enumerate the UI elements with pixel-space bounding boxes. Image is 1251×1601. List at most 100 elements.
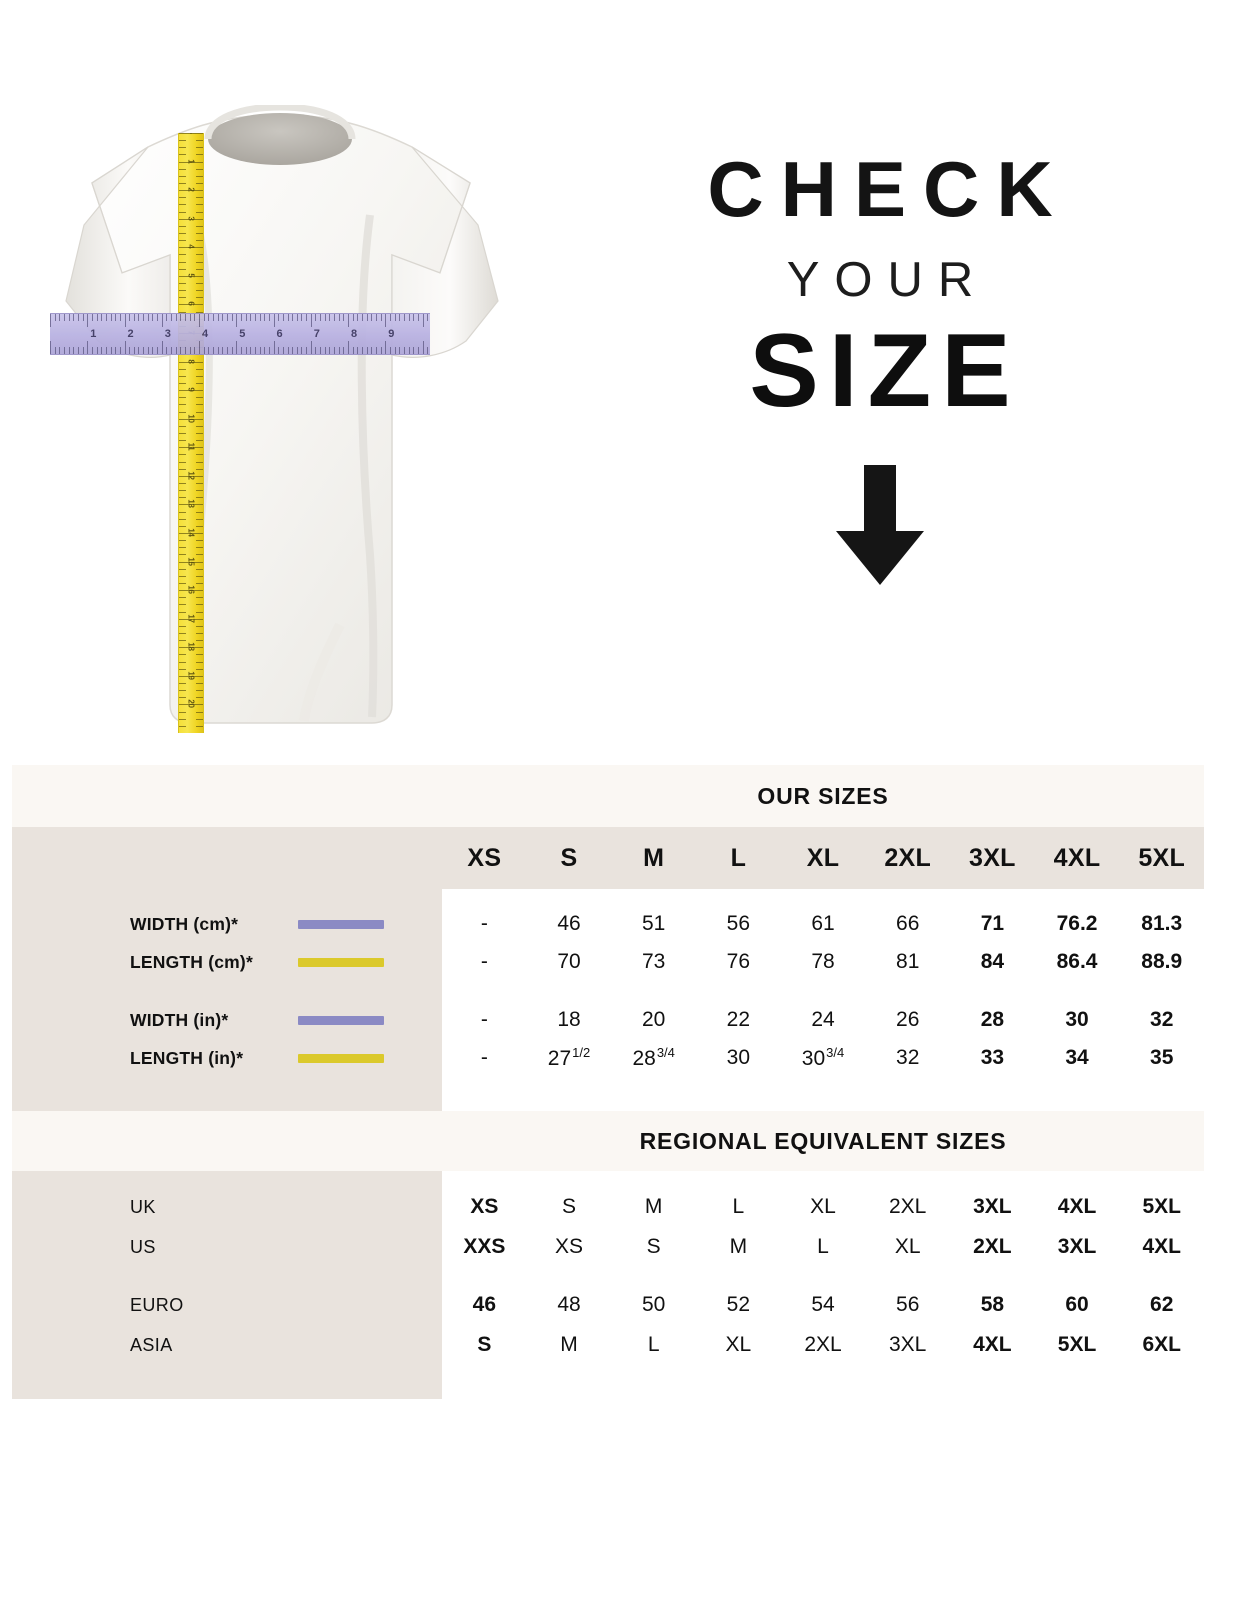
table-cell: 3XL — [889, 1333, 927, 1356]
size-column-header-5xl: 5XL — [1138, 843, 1186, 872]
table-cell: XXS — [463, 1235, 506, 1258]
horizontal-ruler-icon: 1 2 3 4 5 6 7 8 9 — [50, 313, 430, 355]
table-cell: - — [480, 1008, 488, 1031]
table-cell: S — [562, 1195, 577, 1218]
row-label-text: LENGTH (in)* — [130, 1047, 244, 1068]
regional-row-label: EURO — [12, 1285, 442, 1325]
measurement-row-label: WIDTH (cm)* — [12, 905, 442, 943]
row-label-text: ASIA — [130, 1334, 173, 1355]
table-cell: 73 — [642, 950, 666, 973]
tape-number: 1 — [186, 158, 196, 164]
hero-section: 1234567891011121314151617181920 12345678… — [0, 0, 1251, 762]
pad-label-4 — [12, 1365, 442, 1399]
table-cell: 2XL — [889, 1195, 927, 1218]
table-cell: XL — [894, 1235, 921, 1258]
table-row: UK XS S M L XL 2XL 3XL 4XL 5XL — [12, 1187, 1204, 1227]
ruler-number: 5 — [239, 328, 246, 340]
table-cell: 24 — [811, 1008, 835, 1031]
tape-number: 3 — [186, 216, 196, 221]
width-color-swatch — [298, 1015, 384, 1025]
tshirt-fold-right — [357, 214, 378, 718]
pad-label-3 — [12, 1171, 442, 1187]
measure-bottom-pad — [12, 1077, 1204, 1111]
ruler-number: 1 — [90, 328, 97, 340]
table-cell: L — [732, 1195, 745, 1218]
regional-rows: UK XS S M L XL 2XL 3XL 4XL 5XL US XXS XS S M L XL 2XL 3XL 4… — [12, 1187, 1204, 1365]
measurement-values: - 271/2 283/4 30 303/4 32 33 34 35 — [442, 1039, 1204, 1077]
headline-your: YOUR — [786, 253, 989, 307]
table-cell: 76.2 — [1056, 912, 1098, 935]
table-cell: 26 — [896, 1008, 920, 1031]
measurement-values: - 70 73 76 78 81 84 86.4 88.9 — [442, 943, 1204, 981]
table-cell: 46 — [472, 1293, 497, 1316]
vertical-measuring-tape-icon: 1234567891011121314151617181920 — [178, 133, 204, 733]
tshirt-right-sleeve — [391, 146, 499, 358]
measurement-row-label: WIDTH (in)* — [12, 1001, 442, 1039]
arrow-down-icon — [836, 465, 924, 585]
table-cell: 271/2 — [547, 1045, 591, 1070]
table-cell: - — [480, 1046, 488, 1069]
size-column-header-3xl: 3XL — [968, 843, 1016, 872]
table-cell: 33 — [980, 1046, 1005, 1069]
headline-size: SIZE — [749, 313, 1021, 429]
table-cell: 81.3 — [1141, 912, 1183, 935]
fraction: 1/2 — [572, 1045, 591, 1060]
table-cell: 20 — [642, 1008, 666, 1031]
tape-number: 12 — [186, 471, 196, 480]
regional-values: 46 48 50 52 54 56 58 60 62 — [442, 1285, 1204, 1325]
table-row: ASIA S M L XL 2XL 3XL 4XL 5XL 6XL — [12, 1325, 1204, 1365]
tape-number: 16 — [186, 585, 196, 594]
table-cell: 22 — [726, 1008, 751, 1031]
row-gap — [12, 981, 1204, 1001]
size-header-row: XS S M L XL 2XL 3XL 4XL 5XL — [12, 827, 1204, 889]
table-cell: 46 — [557, 912, 581, 935]
our-sizes-title: OUR SIZES — [757, 782, 889, 809]
table-cell: 70 — [557, 950, 581, 973]
table-cell: 76 — [726, 950, 751, 973]
table-row: LENGTH (in)* - 271/2 283/4 30 303/4 32 33 34 35 — [12, 1039, 1204, 1077]
row-label-text: WIDTH (in)* — [130, 1009, 229, 1030]
size-column-header-xl: XL — [806, 843, 840, 872]
regional-values: XXS XS S M L XL 2XL 3XL 4XL — [442, 1227, 1204, 1267]
size-column-header-2xl: 2XL — [884, 843, 932, 872]
table-cell: 62 — [1150, 1293, 1174, 1316]
regional-values: S M L XL 2XL 3XL 4XL 5XL 6XL — [442, 1325, 1204, 1365]
table-cell: XL — [810, 1195, 836, 1218]
table-cell: 2XL — [804, 1333, 842, 1356]
row-label-text: UK — [130, 1196, 156, 1217]
row-label-text: US — [130, 1236, 156, 1257]
table-cell: 84 — [980, 950, 1005, 973]
tshirt-collar-rib — [204, 105, 356, 140]
table-cell: M — [644, 1195, 663, 1218]
measurement-rows: WIDTH (cm)* - 46 51 56 61 66 71 76.2 81.3 LENGTH (… — [12, 905, 1204, 1077]
table-cell: 66 — [896, 912, 920, 935]
table-cell: XS — [470, 1195, 499, 1218]
regional-left-spacer — [12, 1111, 442, 1171]
tape-number: 20 — [186, 699, 196, 709]
table-cell: 6XL — [1142, 1333, 1181, 1356]
measure-top-pad — [12, 889, 1204, 905]
row-gap-values — [442, 981, 1204, 1001]
size-column-header-xs: XS — [467, 843, 502, 872]
regional-row-label: US — [12, 1227, 442, 1267]
ruler-number: 9 — [388, 328, 395, 340]
table-cell: 48 — [557, 1293, 581, 1316]
measurement-row-label: LENGTH (cm)* — [12, 943, 442, 981]
table-cell: 32 — [896, 1046, 920, 1069]
size-table: OUR SIZES XS S M L XL 2XL 3XL 4XL 5XL WIDTH (cm)… — [12, 765, 1204, 1399]
row-label-text: LENGTH (cm)* — [130, 951, 253, 972]
row-gap — [12, 1267, 1204, 1285]
measurement-values: - 46 51 56 61 66 71 76.2 81.3 — [442, 905, 1204, 943]
headline-block: CHECK YOUR SIZE — [600, 150, 1160, 587]
table-cell: 54 — [811, 1293, 835, 1316]
size-header-cells: XS S M L XL 2XL 3XL 4XL 5XL — [442, 827, 1204, 889]
table-cell: 34 — [1065, 1046, 1089, 1069]
table-cell: 4XL — [1057, 1195, 1097, 1218]
table-cell: 50 — [642, 1293, 666, 1316]
regional-row-label: ASIA — [12, 1325, 442, 1365]
our-sizes-band: OUR SIZES — [12, 765, 1204, 827]
table-cell: 30 — [1065, 1008, 1089, 1031]
tape-number: 18 — [186, 642, 196, 651]
table-row: EURO 46 48 50 52 54 56 58 60 62 — [12, 1285, 1204, 1325]
row-gap-values — [442, 1267, 1204, 1285]
